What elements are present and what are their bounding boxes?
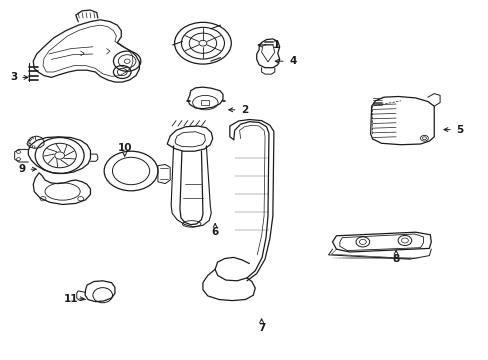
Text: 2: 2 bbox=[241, 105, 247, 115]
Text: 10: 10 bbox=[117, 143, 132, 153]
Text: 5: 5 bbox=[455, 125, 462, 135]
Text: 8: 8 bbox=[392, 254, 399, 264]
Text: 6: 6 bbox=[211, 227, 218, 237]
Text: 7: 7 bbox=[257, 323, 265, 333]
Text: 1: 1 bbox=[272, 40, 279, 50]
Text: 3: 3 bbox=[10, 72, 17, 82]
Text: 9: 9 bbox=[19, 164, 25, 174]
Text: 4: 4 bbox=[289, 56, 297, 66]
Circle shape bbox=[199, 40, 206, 46]
Bar bbox=[201, 100, 209, 105]
Text: 11: 11 bbox=[63, 294, 78, 304]
